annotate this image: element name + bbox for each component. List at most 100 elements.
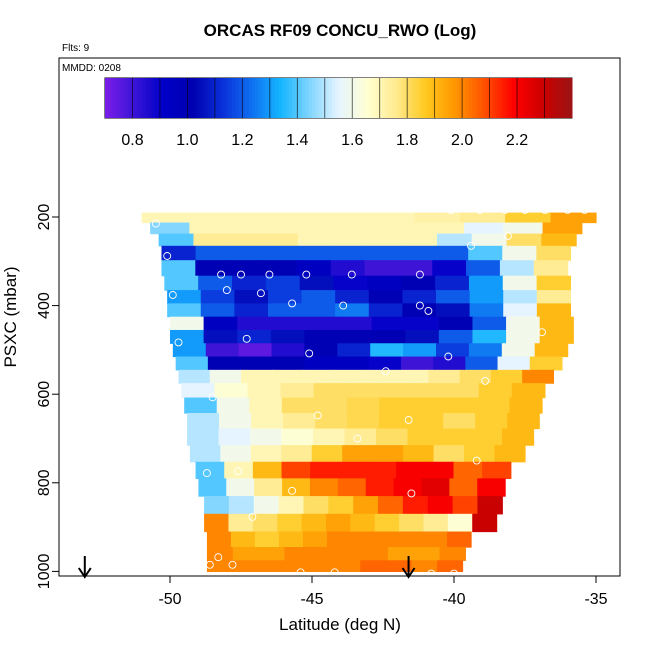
colorbar-segment <box>458 78 463 118</box>
colorbar-segment <box>478 78 483 118</box>
heatmap-cell <box>189 222 230 235</box>
heatmap-cell <box>503 290 538 304</box>
heatmap-cell <box>187 428 220 446</box>
heatmap-cell <box>400 356 434 371</box>
heatmap-cell <box>367 275 402 291</box>
heatmap-cell <box>471 233 508 247</box>
heatmap-cell <box>421 478 450 497</box>
heatmap-cell <box>277 212 324 224</box>
colorbar-segment <box>548 78 553 118</box>
heatmap-cell <box>281 428 314 446</box>
heatmap-cell <box>411 560 438 572</box>
date-annotation: MMDD: 0208 <box>62 63 121 74</box>
colorbar-tick-label: 2.2 <box>506 132 528 149</box>
heatmap-cell <box>234 290 269 304</box>
heatmap-cell <box>378 496 404 515</box>
heatmap-cell <box>505 212 552 224</box>
data-point-marker <box>353 434 362 443</box>
heatmap-cell <box>297 233 334 247</box>
colorbar-segment <box>278 78 283 118</box>
heatmap-cell <box>443 413 476 430</box>
heatmap-cell <box>254 531 280 548</box>
heatmap-cell <box>475 413 508 430</box>
heatmap-cell <box>403 445 435 463</box>
data-point-marker <box>242 334 251 343</box>
heatmap-cell <box>252 513 278 533</box>
heatmap-cell <box>368 290 404 304</box>
colorbar-segment <box>151 78 156 118</box>
flights-annotation: Flts: 9 <box>62 43 90 54</box>
colorbar-segment <box>308 78 313 118</box>
colorbar-segment <box>298 78 303 118</box>
heatmap-cell <box>193 233 229 247</box>
heatmap-cell <box>207 356 241 371</box>
heatmap-cell <box>198 275 233 291</box>
heatmap-cell <box>254 478 283 497</box>
colorbar-segment <box>418 78 423 118</box>
heatmap-cell <box>433 356 466 371</box>
heatmap-cell <box>301 303 336 318</box>
colorbar-segment <box>145 78 149 118</box>
colorbar-segment <box>508 78 513 118</box>
heatmap-cell <box>346 222 387 235</box>
colorbar-segment <box>165 78 169 118</box>
colorbar-tick-label: 2.0 <box>451 132 473 149</box>
heatmap-cell <box>187 212 234 224</box>
heatmap-cell <box>313 383 348 399</box>
data-point-marker <box>248 512 257 521</box>
heatmap-cell <box>310 547 337 561</box>
colorbar-segment <box>445 78 450 118</box>
heatmap-cell <box>313 428 346 446</box>
colorbar-segment <box>555 78 560 118</box>
heatmap-cell <box>470 428 503 446</box>
data-point-marker <box>194 556 203 565</box>
heatmap-cell <box>175 356 209 371</box>
colorbar-segment <box>511 78 516 118</box>
colorbar-segment <box>348 78 353 118</box>
colorbar-segment <box>138 78 143 118</box>
heatmap-cell <box>371 329 406 344</box>
heatmap-cell <box>281 445 313 463</box>
heatmap-cell <box>195 461 225 479</box>
colorbar-segment <box>175 78 179 118</box>
colorbar-segment <box>125 78 129 118</box>
heatmap-cell <box>539 329 574 344</box>
data-point-marker <box>168 291 177 299</box>
colorbar-segment <box>188 78 193 118</box>
colorbar-segment <box>301 78 306 118</box>
data-point-marker <box>501 205 510 214</box>
heatmap-cell <box>399 513 425 533</box>
heatmap-cell <box>232 560 259 572</box>
colorbar-segment <box>485 78 490 118</box>
colorbar-segment <box>155 78 159 118</box>
heatmap-cell <box>281 397 315 414</box>
heatmap-cell <box>482 461 512 479</box>
chart-title: ORCAS RF09 CONCU_RWO (Log) <box>204 21 477 40</box>
heatmap-cell <box>522 369 554 384</box>
colorbar-segment <box>208 78 213 118</box>
colorbar-segment <box>481 78 486 118</box>
colorbar-segment <box>325 78 329 118</box>
data-point-marker <box>404 415 413 424</box>
heatmap-cell <box>539 316 574 331</box>
colorbar-segment <box>305 78 309 118</box>
colorbar-segment <box>221 78 226 118</box>
colorbar-segment <box>431 78 436 118</box>
colorbar-segment <box>178 78 183 118</box>
colorbar-tick-label: 1.0 <box>176 132 198 149</box>
data-point-marker <box>205 560 214 569</box>
data-point-marker <box>472 456 481 465</box>
colorbar-segment <box>561 78 566 118</box>
heatmap-cell <box>400 245 435 261</box>
heatmap-cell <box>161 245 197 261</box>
heatmap-cell <box>200 303 235 318</box>
colorbar-segment <box>398 78 403 118</box>
heatmap-cell <box>304 356 338 371</box>
colorbar-segment <box>251 78 256 118</box>
heatmap-cell <box>413 547 441 561</box>
heatmap-cell <box>506 329 541 344</box>
heatmap-cell <box>529 356 563 371</box>
heatmap-cell <box>258 560 285 572</box>
heatmap-cell <box>267 290 303 304</box>
heatmap-cell <box>407 428 440 446</box>
